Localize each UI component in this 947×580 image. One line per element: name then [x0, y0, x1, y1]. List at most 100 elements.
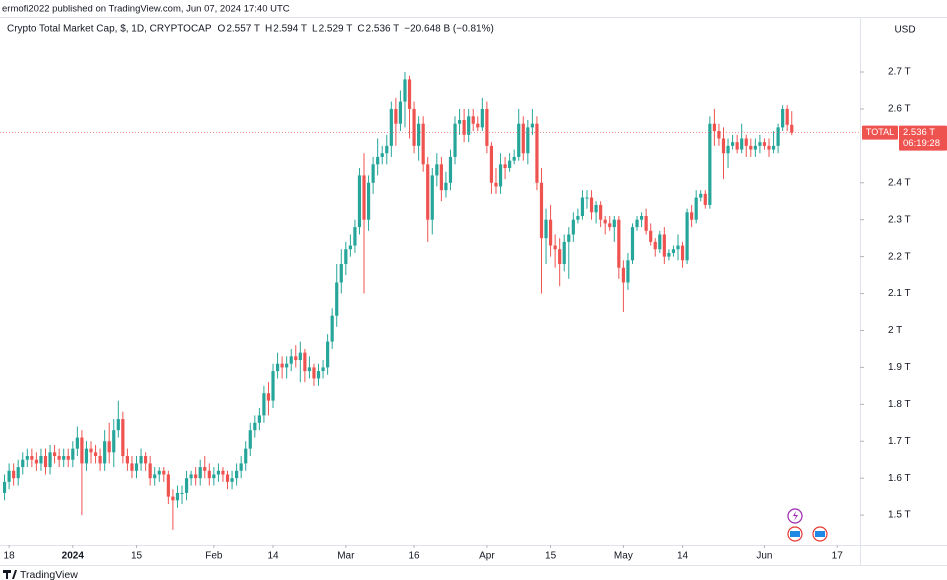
candle-body	[721, 138, 726, 154]
candle-body	[153, 474, 157, 479]
candle-body	[708, 123, 712, 205]
candle-body	[407, 79, 412, 109]
candle-body	[121, 419, 125, 457]
candle-body	[162, 470, 166, 475]
candle-body	[417, 123, 421, 146]
candle-body	[280, 363, 284, 368]
candle-body	[294, 356, 298, 361]
candle-body	[530, 123, 534, 128]
candle-body	[403, 79, 407, 102]
candle-body	[75, 437, 79, 449]
footer-logo: TradingView	[3, 569, 78, 580]
candle-body	[376, 156, 380, 165]
candle-body	[262, 393, 266, 416]
candle-body	[790, 124, 794, 133]
candle-body	[753, 145, 757, 150]
candle-body	[239, 463, 243, 471]
candle-body	[134, 463, 139, 471]
y-tick-label: 1.7 T	[888, 436, 911, 447]
candle-body	[303, 352, 307, 372]
candle-body	[366, 182, 371, 220]
candle-body	[639, 216, 644, 220]
candle-body	[457, 120, 462, 124]
y-tick-label: 2 T	[888, 325, 902, 336]
candle-body	[740, 138, 744, 150]
candle-body	[312, 367, 316, 379]
candle-body	[553, 245, 557, 250]
tag-name-bg	[862, 125, 898, 140]
candle-body	[275, 363, 280, 372]
x-tick-label: 15	[545, 551, 557, 562]
candle-body	[653, 241, 657, 250]
candle-body	[266, 393, 271, 401]
candle-body	[12, 470, 16, 479]
candle-body	[644, 216, 648, 231]
candle-body	[271, 371, 275, 401]
candle-body	[57, 456, 61, 460]
candle-body	[116, 419, 120, 431]
candle-body	[80, 437, 84, 464]
candle-body	[480, 108, 484, 128]
x-tick-label: Jun	[756, 551, 772, 562]
candle-body	[335, 282, 339, 316]
legend-value: O	[218, 24, 226, 35]
candle-body	[171, 496, 175, 501]
candle-body	[389, 108, 393, 146]
candle-body	[344, 249, 348, 265]
candle-body	[603, 219, 607, 224]
candle-body	[521, 123, 525, 154]
candle-body	[444, 182, 448, 191]
candle-body	[608, 223, 612, 228]
candle-body	[89, 448, 93, 453]
candle-body	[2, 481, 7, 493]
candle-body	[680, 245, 685, 261]
candle-body	[253, 422, 257, 431]
candle-body	[735, 142, 739, 150]
brand: TradingView	[20, 569, 78, 580]
legend-value: 2.529 T	[319, 24, 353, 35]
candle-body	[285, 363, 289, 368]
x-tick-label: 17	[832, 551, 844, 562]
candle-body	[148, 463, 152, 479]
y-tick-label: 2.6 T	[888, 104, 911, 115]
candle-body	[767, 145, 771, 150]
candle-body	[667, 252, 671, 257]
candle-body	[676, 245, 680, 250]
candle-body	[649, 230, 653, 242]
candle-body	[544, 219, 548, 239]
candle-body	[43, 456, 48, 468]
candle-body	[398, 101, 403, 124]
candle-body	[125, 456, 130, 464]
candle-body	[749, 145, 753, 150]
candle-body	[717, 131, 721, 139]
candle-body	[230, 478, 234, 482]
legend-value: 2.594 T	[273, 24, 307, 35]
x-tick-label: 2024	[62, 551, 85, 562]
candle-body	[762, 142, 767, 146]
candle-body	[394, 108, 398, 124]
x-tick-label: May	[614, 551, 633, 562]
candle-body	[289, 356, 293, 364]
candle-body	[448, 156, 453, 183]
candle-body	[221, 470, 225, 475]
icon	[793, 511, 798, 521]
candle-body	[21, 459, 25, 468]
candle-body	[103, 441, 107, 464]
candle-body	[380, 153, 384, 157]
candle-body	[412, 108, 416, 146]
candle-body	[144, 456, 148, 464]
candle-body	[371, 164, 375, 183]
candle-body	[548, 219, 553, 246]
candle-body	[353, 227, 357, 246]
legend-value: L	[312, 24, 318, 35]
candle-body	[435, 164, 439, 176]
symbol-name: Crypto Total Market Cap, $, 1D, CRYPTOCA…	[7, 24, 212, 35]
candle-body	[385, 145, 389, 154]
candle-body	[526, 127, 530, 154]
y-tick-label: 2.7 T	[888, 67, 911, 78]
candle-body	[576, 216, 580, 220]
candle-body	[362, 175, 366, 220]
candle-body	[626, 260, 630, 283]
